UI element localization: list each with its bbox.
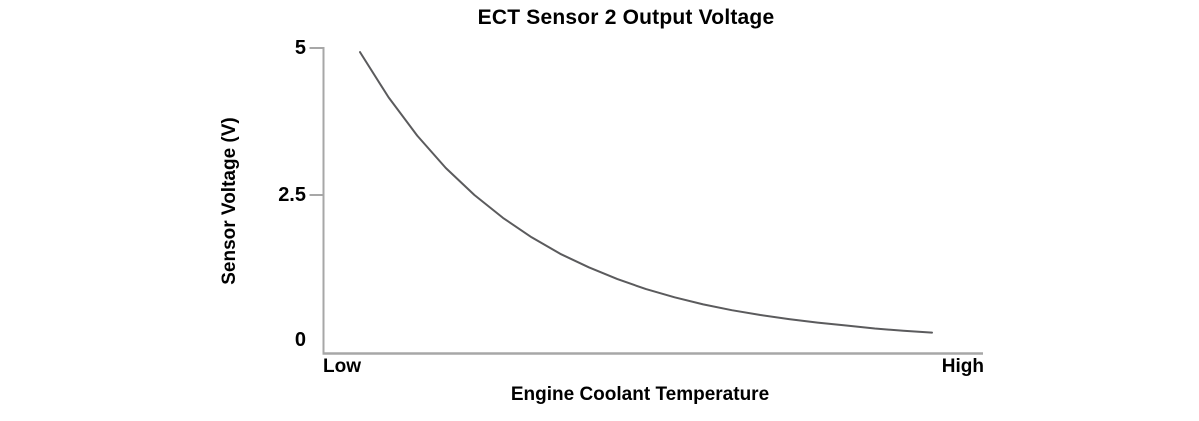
chart-title: ECT Sensor 2 Output Voltage <box>477 6 775 29</box>
x-tick-label-low: Low <box>323 356 361 377</box>
x-axis-title: Engine Coolant Temperature <box>510 384 770 405</box>
x-tick-label-high: High <box>941 356 984 377</box>
y-tick-label-2-5: 2.5 <box>278 184 306 206</box>
y-axis-tick-marks <box>309 47 324 196</box>
y-tick-label-0: 0 <box>294 329 306 351</box>
y-tick-label-5: 5 <box>294 37 306 59</box>
voltage-curve <box>359 51 933 334</box>
